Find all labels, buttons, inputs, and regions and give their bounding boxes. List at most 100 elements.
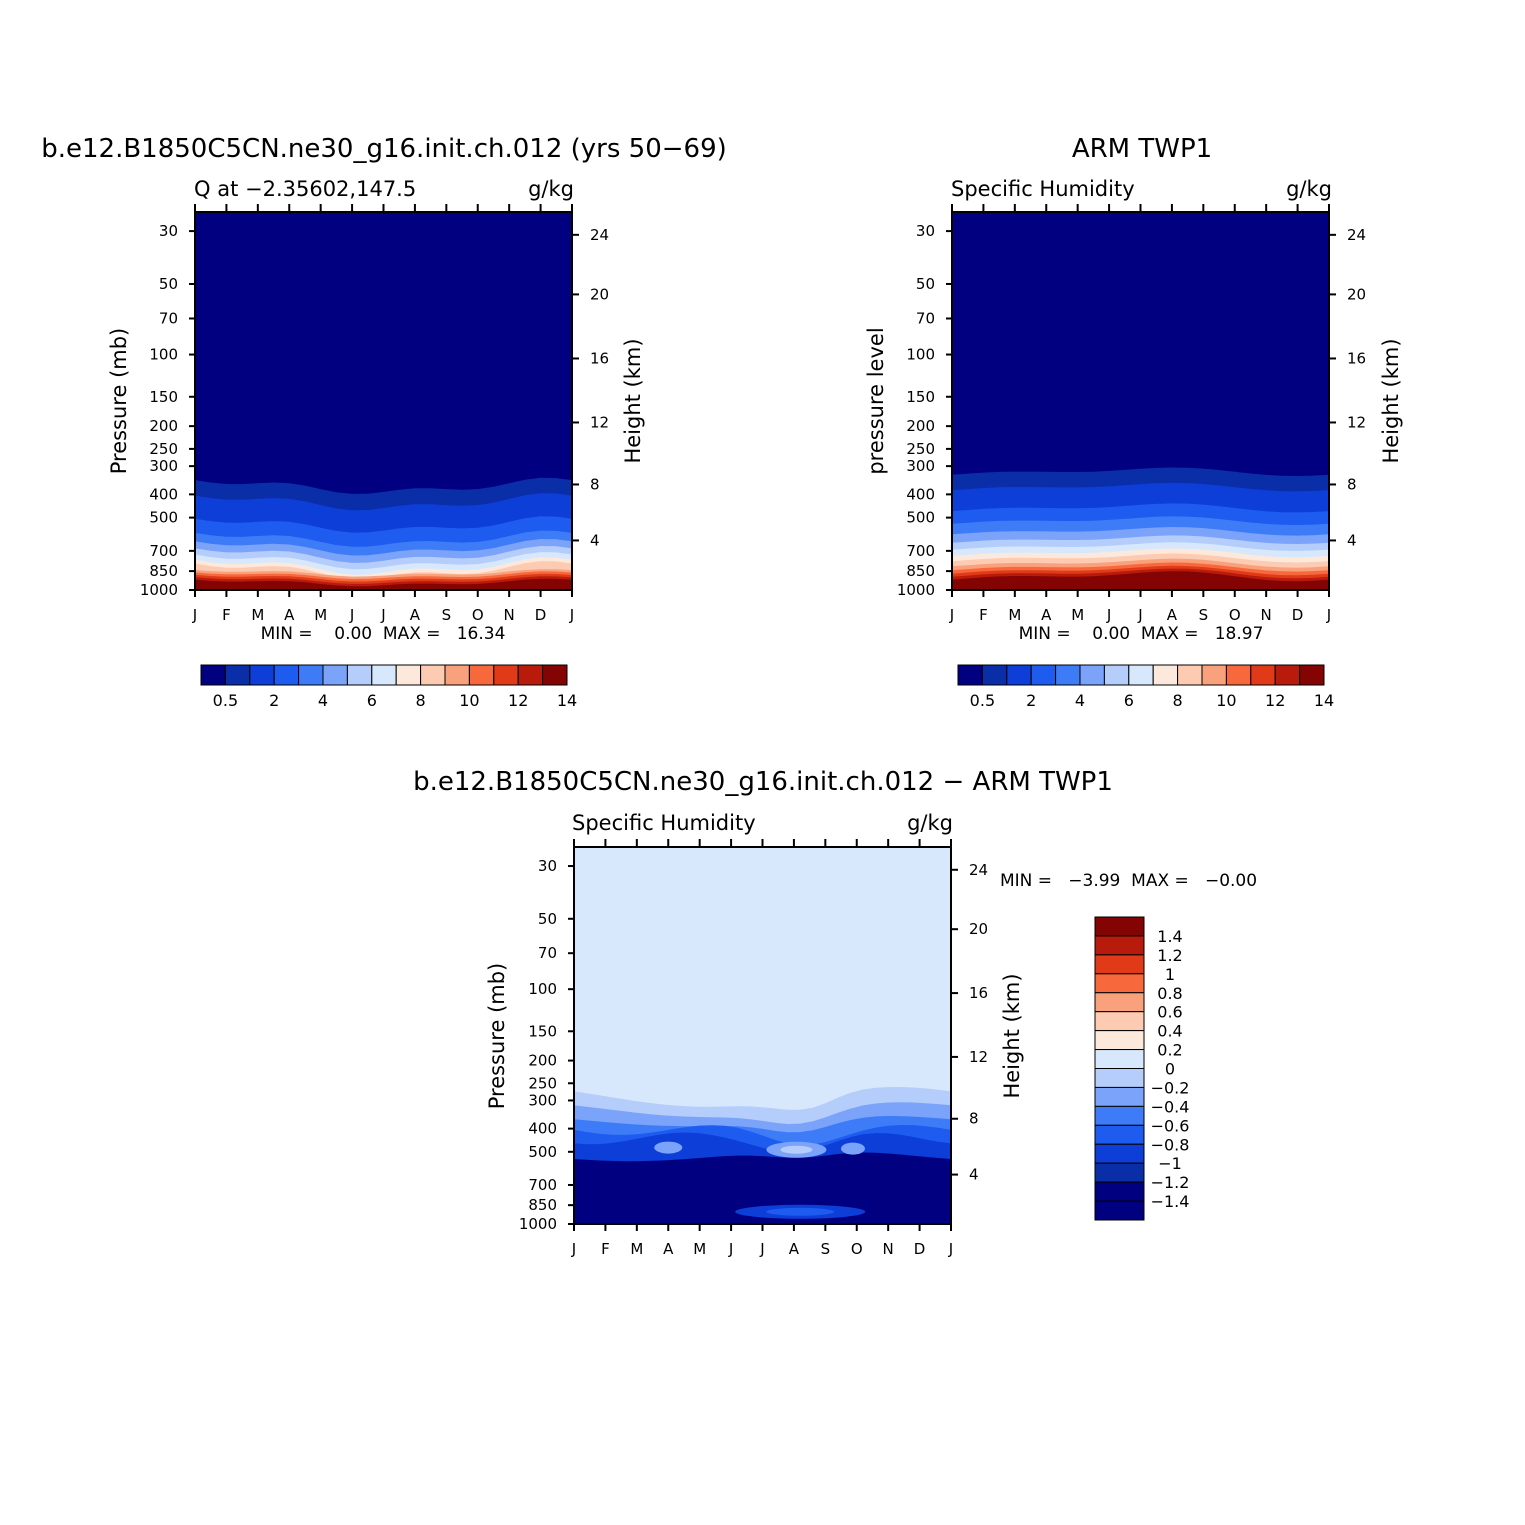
model-colorbar-swatch	[224, 664, 251, 686]
difference-colorbar-label: 0.4	[1157, 1022, 1182, 1041]
difference-colorbar-swatch	[1094, 1200, 1145, 1221]
model-month-tick-label: A	[410, 606, 421, 624]
difference-height-tick-label: 12	[969, 1048, 988, 1066]
obs-panel-variable-label: Specific Humidity	[951, 177, 1135, 201]
difference-colorbar-swatch	[1094, 1068, 1145, 1088]
difference-colorbar-swatch	[1094, 973, 1145, 994]
model-height-tick-label: 8	[590, 475, 600, 493]
difference-month-tick-label: J	[759, 1240, 764, 1258]
model-month-tick-label: M	[314, 606, 327, 624]
obs-colorbar-swatch	[1103, 664, 1130, 686]
difference-month-tick-label: D	[914, 1240, 926, 1258]
difference-colorbar-label: 0.8	[1157, 984, 1182, 1003]
model-month-tick-label: O	[472, 606, 484, 624]
obs-month-tick-label: N	[1261, 606, 1272, 624]
obs-month-tick-label: J	[1106, 606, 1111, 624]
obs-month-tick-label: J	[1326, 606, 1331, 624]
difference-panel-variable-label: Specific Humidity	[572, 811, 756, 835]
obs-pressure-tick-label: 300	[906, 457, 935, 475]
model-pressure-tick-label: 200	[149, 417, 178, 435]
obs-colorbar-label: 14	[1314, 691, 1334, 710]
difference-colorbar-swatch	[1094, 992, 1145, 1013]
model-colorbar-swatch	[493, 664, 519, 686]
difference-height-tick-labels: 24 20 16 12 8 4	[969, 861, 988, 1184]
difference-colorbar-label: 0.6	[1157, 1003, 1182, 1022]
obs-month-tick-label: A	[1167, 606, 1178, 624]
difference-month-tick-label: J	[948, 1240, 953, 1258]
difference-pressure-tick-label: 150	[528, 1022, 557, 1040]
obs-colorbar-swatch	[957, 664, 983, 686]
model-colorbar-swatch	[468, 664, 495, 686]
obs-height-tick-label: 12	[1347, 413, 1366, 431]
model-colorbar: 0.5 2 4 6 8 10 12 14	[200, 664, 577, 710]
difference-colorbar-swatch	[1094, 1086, 1145, 1107]
model-tick-marks	[189, 204, 579, 597]
model-height-tick-label: 4	[590, 531, 600, 549]
difference-pressure-tick-label: 30	[538, 857, 557, 875]
difference-pressure-tick-label: 1000	[519, 1215, 557, 1233]
difference-colorbar-swatch	[1094, 1030, 1145, 1051]
difference-colorbar-swatch	[1094, 1105, 1145, 1126]
model-month-tick-label: N	[504, 606, 515, 624]
difference-colorbar-swatch	[1094, 916, 1145, 937]
difference-colorbar-label: −1.4	[1151, 1192, 1190, 1211]
obs-colorbar-swatch	[1225, 664, 1252, 686]
model-height-tick-label: 24	[590, 226, 609, 244]
model-colorbar-label: 4	[318, 691, 328, 710]
model-colorbar-swatch	[346, 664, 373, 686]
difference-contour-field	[574, 847, 951, 1224]
model-colorbar-swatch	[371, 664, 397, 686]
difference-colorbar-swatch	[1094, 1049, 1145, 1069]
model-colorbar-label: 14	[557, 691, 577, 710]
difference-min-max-stats: MIN = −3.99 MAX = −0.00	[1000, 871, 1257, 891]
obs-panel-title: ARM TWP1	[1072, 134, 1212, 164]
difference-colorbar-label: 1.2	[1157, 946, 1182, 965]
model-pressure-tick-label: 70	[159, 309, 178, 327]
difference-pressure-tick-label: 50	[538, 910, 557, 928]
model-colorbar-swatch	[517, 664, 544, 686]
difference-colorbar-label: 1	[1165, 965, 1175, 984]
model-pressure-tick-label: 1000	[140, 581, 178, 599]
obs-tick-marks	[946, 204, 1336, 597]
obs-colorbar-swatch	[1006, 664, 1032, 686]
obs-y-axis-label: pressure level	[864, 327, 888, 474]
model-y-axis-label: Pressure (mb)	[107, 328, 131, 475]
model-panel-units: g/kg	[528, 177, 574, 201]
obs-colorbar-label: 12	[1265, 691, 1285, 710]
difference-panel-title: b.e12.B1850C5CN.ne30_g16.init.ch.012 − A…	[413, 767, 1113, 797]
obs-colorbar-swatch	[1250, 664, 1276, 686]
model-contour-band	[195, 581, 572, 590]
difference-contour-feature	[780, 1145, 813, 1154]
difference-colorbar-swatch	[1094, 935, 1145, 956]
obs-colorbar-label: 2	[1026, 691, 1036, 710]
model-month-tick-label: D	[535, 606, 547, 624]
obs-height-tick-label: 24	[1347, 226, 1366, 244]
difference-pressure-tick-label: 850	[528, 1196, 557, 1214]
obs-colorbar-swatch	[1201, 664, 1227, 686]
model-colorbar-label: 6	[367, 691, 377, 710]
obs-month-tick-label: J	[1137, 606, 1142, 624]
obs-colorbar-swatch	[1030, 664, 1057, 686]
obs-height-tick-labels: 24 20 16 12 8 4	[1347, 226, 1366, 550]
obs-month-tick-label: F	[979, 606, 988, 624]
obs-pressure-tick-label: 50	[916, 275, 935, 293]
difference-pressure-tick-label: 700	[528, 1176, 557, 1194]
difference-contour-feature	[840, 1142, 865, 1155]
model-colorbar-swatch	[298, 664, 324, 686]
model-month-tick-label: J	[380, 606, 385, 624]
obs-pressure-tick-label: 200	[906, 417, 935, 435]
obs-month-tick-label: J	[949, 606, 954, 624]
difference-contour-feature	[766, 1207, 835, 1216]
model-panel-title: b.e12.B1850C5CN.ne30_g16.init.ch.012 (yr…	[41, 134, 727, 164]
obs-colorbar-swatch	[1274, 664, 1301, 686]
difference-contour-band	[574, 1152, 951, 1224]
obs-month-tick-label: D	[1292, 606, 1304, 624]
obs-contour-field	[952, 212, 1329, 590]
model-height-tick-label: 20	[590, 285, 609, 303]
obs-month-tick-label: S	[1199, 606, 1209, 624]
obs-pressure-tick-label: 250	[906, 440, 935, 458]
obs-contour-band	[952, 573, 1329, 590]
difference-colorbar-swatch	[1094, 1143, 1145, 1164]
model-pressure-tick-label: 500	[149, 509, 178, 527]
obs-panel: ARM TWP1 Specific Humidity g/kg 30 50 70 10…	[864, 134, 1403, 710]
